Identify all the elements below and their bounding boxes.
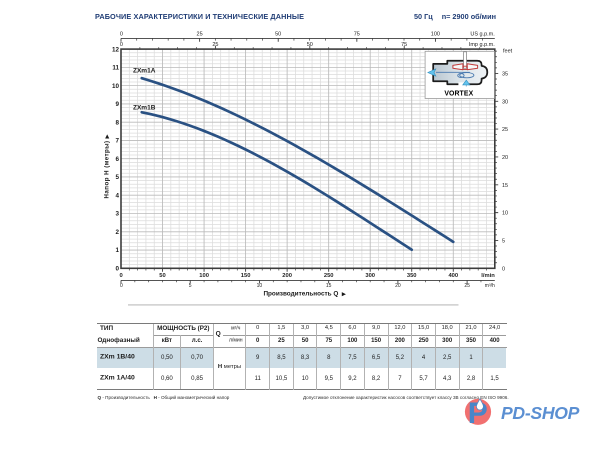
svg-text:2: 2 xyxy=(115,229,119,236)
svg-text:6: 6 xyxy=(115,156,119,163)
svg-text:350: 350 xyxy=(407,273,417,279)
svg-text:400: 400 xyxy=(448,273,458,279)
svg-text:50: 50 xyxy=(275,31,281,37)
svg-text:12: 12 xyxy=(112,46,120,53)
svg-text:ZXm1A: ZXm1A xyxy=(133,67,156,74)
svg-text:5: 5 xyxy=(115,174,119,181)
svg-text:30: 30 xyxy=(502,99,508,105)
svg-text:150: 150 xyxy=(241,273,251,279)
svg-text:10: 10 xyxy=(502,211,508,217)
svg-text:50: 50 xyxy=(307,42,313,48)
svg-text:300: 300 xyxy=(365,273,375,279)
svg-text:Производительность Q ▶: Производительность Q ▶ xyxy=(263,291,346,298)
svg-text:feet: feet xyxy=(503,49,513,55)
svg-text:3: 3 xyxy=(115,211,119,218)
svg-text:1: 1 xyxy=(115,247,119,254)
svg-text:0: 0 xyxy=(120,31,123,37)
svg-text:15: 15 xyxy=(326,283,332,289)
svg-text:25: 25 xyxy=(212,42,218,48)
svg-text:0: 0 xyxy=(120,42,123,48)
svg-text:0: 0 xyxy=(120,273,123,279)
svg-text:5: 5 xyxy=(502,239,505,245)
svg-text:100: 100 xyxy=(431,31,440,37)
svg-text:ZXm1B: ZXm1B xyxy=(133,104,156,111)
svg-text:25: 25 xyxy=(464,283,470,289)
svg-text:9: 9 xyxy=(115,101,119,108)
svg-text:7: 7 xyxy=(115,138,119,145)
svg-text:Imp g.p.m.: Imp g.p.m. xyxy=(469,42,495,48)
svg-text:VORTEX: VORTEX xyxy=(444,90,473,97)
svg-text:15: 15 xyxy=(502,183,508,189)
svg-text:100: 100 xyxy=(199,273,209,279)
svg-text:75: 75 xyxy=(401,42,407,48)
svg-text:0: 0 xyxy=(120,283,123,289)
svg-text:m³/h: m³/h xyxy=(485,283,495,289)
svg-text:0: 0 xyxy=(502,266,505,272)
svg-text:75: 75 xyxy=(354,31,360,37)
svg-text:8: 8 xyxy=(115,119,119,126)
svg-text:Напор Н (метры) ▶: Напор Н (метры) ▶ xyxy=(104,133,111,198)
svg-text:10: 10 xyxy=(112,83,120,90)
svg-text:10: 10 xyxy=(257,283,263,289)
svg-text:200: 200 xyxy=(282,273,292,279)
svg-text:5: 5 xyxy=(189,283,192,289)
svg-text:PD-SHOP: PD-SHOP xyxy=(501,403,580,423)
svg-text:50: 50 xyxy=(159,273,165,279)
svg-text:l/min: l/min xyxy=(481,273,495,279)
svg-text:250: 250 xyxy=(324,273,334,279)
svg-text:0: 0 xyxy=(115,266,119,273)
svg-text:US g.p.m.: US g.p.m. xyxy=(470,31,495,37)
svg-text:20: 20 xyxy=(502,155,508,161)
svg-text:4: 4 xyxy=(115,192,119,199)
svg-text:25: 25 xyxy=(502,127,508,133)
svg-text:11: 11 xyxy=(112,65,119,72)
svg-text:20: 20 xyxy=(395,283,401,289)
svg-text:25: 25 xyxy=(197,31,203,37)
svg-text:35: 35 xyxy=(502,71,508,77)
